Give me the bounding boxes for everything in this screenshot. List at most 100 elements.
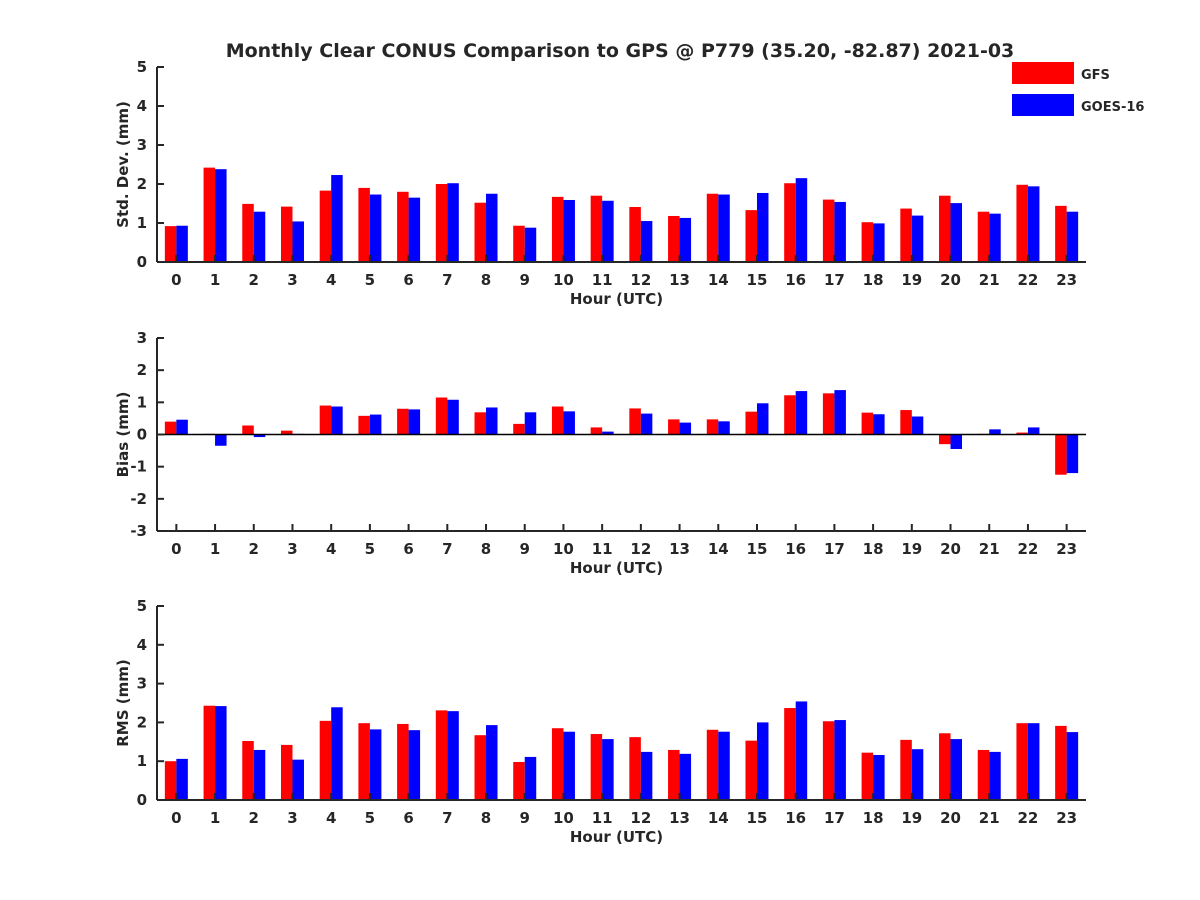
x-tick-label: 19	[901, 809, 922, 827]
x-tick-label: 23	[1056, 271, 1077, 289]
bar-gfs-hour-20	[939, 434, 951, 445]
bar-goes16-hour-23	[1066, 434, 1079, 474]
bar-goes16-hour-21	[989, 429, 1001, 435]
bar-gfs-hour-12	[629, 408, 641, 435]
bar-gfs-hour-22	[1016, 184, 1028, 262]
x-tick-label: 13	[669, 271, 690, 289]
x-tick-label: 12	[630, 271, 651, 289]
bar-goes16-hour-19	[911, 215, 924, 262]
x-tick-label: 13	[669, 540, 690, 558]
x-tick-label: 17	[824, 809, 845, 827]
bar-gfs-hour-15	[745, 210, 757, 262]
bar-goes16-hour-15	[756, 192, 769, 262]
bar-gfs-hour-4	[319, 405, 332, 435]
x-tick-label: 4	[326, 540, 336, 558]
bar-gfs-hour-8	[474, 202, 487, 262]
x-tick-label: 21	[979, 271, 1000, 289]
bar-goes16-hour-0	[176, 419, 188, 435]
x-tick-label: 10	[553, 271, 574, 289]
y-tick-label: 4	[137, 97, 147, 115]
bar-goes16-hour-9	[524, 412, 537, 435]
bar-gfs-hour-6	[397, 723, 409, 800]
bar-gfs-hour-11	[590, 195, 603, 262]
bar-goes16-hour-9	[524, 227, 537, 262]
x-tick-label: 16	[785, 809, 806, 827]
x-tick-label: 10	[553, 540, 574, 558]
legend-label-goes16: GOES-16	[1081, 100, 1144, 115]
bar-goes16-hour-21	[989, 213, 1001, 262]
bar-goes16-hour-18	[873, 223, 885, 262]
x-axis-label: Hour (UTC)	[570, 828, 663, 846]
x-tick-label: 11	[592, 809, 613, 827]
x-tick-label: 6	[403, 271, 413, 289]
bar-gfs-hour-0	[164, 421, 177, 435]
x-tick-label: 12	[630, 809, 651, 827]
bar-gfs-hour-9	[513, 225, 525, 262]
x-tick-label: 1	[210, 809, 220, 827]
x-axis-label: Hour (UTC)	[570, 559, 663, 577]
x-tick-label: 14	[708, 540, 729, 558]
y-tick-label: -1	[130, 458, 147, 476]
bar-gfs-hour-16	[784, 395, 796, 435]
bar-goes16-hour-7	[447, 183, 459, 262]
bar-goes16-hour-4	[331, 707, 343, 800]
x-tick-label: 19	[901, 540, 922, 558]
bar-gfs-hour-1	[203, 705, 216, 800]
legend-swatch-gfs	[1012, 62, 1074, 84]
bar-gfs-hour-18	[861, 752, 874, 800]
x-tick-label: 18	[863, 271, 884, 289]
y-tick-label: 5	[137, 58, 147, 76]
bar-goes16-hour-11	[602, 200, 614, 262]
bar-goes16-hour-5	[369, 194, 382, 262]
bar-goes16-hour-1	[215, 706, 227, 800]
y-tick-label: 2	[137, 175, 147, 193]
x-tick-label: 8	[481, 540, 491, 558]
x-tick-label: 0	[171, 809, 181, 827]
bar-gfs-hour-5	[358, 723, 370, 800]
x-tick-label: 5	[365, 271, 375, 289]
chart-title: Monthly Clear CONUS Comparison to GPS @ …	[226, 40, 1015, 62]
bar-gfs-hour-20	[939, 195, 951, 262]
x-tick-label: 21	[979, 540, 1000, 558]
bar-gfs-hour-14	[706, 729, 719, 800]
x-tick-label: 11	[592, 271, 613, 289]
bar-gfs-hour-18	[861, 412, 874, 435]
y-tick-label: 3	[137, 675, 147, 693]
x-tick-label: 10	[553, 809, 574, 827]
x-tick-label: 14	[708, 271, 729, 289]
y-tick-label: 1	[137, 393, 147, 411]
x-tick-label: 15	[747, 809, 768, 827]
bar-goes16-hour-18	[873, 414, 885, 435]
y-tick-label: 1	[137, 752, 147, 770]
bar-goes16-hour-5	[369, 414, 382, 435]
bar-gfs-hour-8	[474, 735, 487, 800]
bar-goes16-hour-17	[834, 390, 846, 435]
bar-goes16-hour-8	[486, 725, 498, 800]
x-tick-label: 20	[940, 540, 961, 558]
x-tick-label: 22	[1018, 271, 1039, 289]
bar-gfs-hour-6	[397, 408, 409, 435]
bar-goes16-hour-5	[369, 729, 382, 800]
x-tick-label: 8	[481, 271, 491, 289]
y-tick-label: 4	[137, 636, 147, 654]
bar-goes16-hour-12	[640, 413, 653, 435]
y-tick-label: 3	[137, 329, 147, 347]
bar-gfs-hour-19	[900, 208, 912, 262]
bar-goes16-hour-15	[756, 722, 769, 800]
bar-goes16-hour-10	[563, 199, 575, 262]
bar-goes16-hour-12	[640, 751, 653, 800]
bar-goes16-hour-10	[563, 731, 575, 800]
bar-gfs-hour-16	[784, 183, 796, 262]
bar-gfs-hour-7	[435, 710, 448, 800]
x-tick-label: 19	[901, 271, 922, 289]
bar-goes16-hour-19	[911, 416, 924, 435]
y-tick-label: 0	[137, 253, 147, 271]
bar-gfs-hour-0	[164, 761, 177, 800]
bar-goes16-hour-23	[1066, 732, 1079, 800]
x-tick-label: 4	[326, 809, 336, 827]
bar-goes16-hour-15	[756, 403, 769, 435]
x-tick-label: 2	[249, 271, 259, 289]
bar-gfs-hour-13	[668, 419, 680, 435]
